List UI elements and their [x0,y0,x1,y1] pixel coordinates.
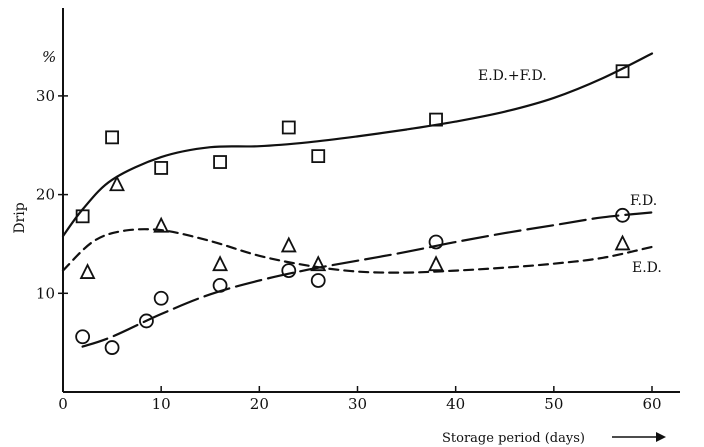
x-axis-arrow-head [656,432,666,442]
y-tick-label: 30 [36,87,55,105]
fit-curve-series-1 [81,211,654,348]
series-label-ed: E.D. [632,260,662,276]
circle-marker [310,273,326,288]
x-tick-label: 0 [58,395,68,413]
triangle-marker [212,255,229,272]
triangle-marker [109,175,125,192]
series-label-ed-fd: E.D.+F.D. [478,68,547,84]
x-tick-label: 10 [152,395,171,413]
circle-marker [212,278,228,293]
square-marker [213,155,227,169]
triangle-marker [310,255,327,272]
square-marker [281,120,296,135]
data-markers [75,64,631,355]
triangle-marker [280,236,297,253]
x-tick-label: 60 [642,395,661,413]
circle-marker [281,263,297,278]
triangle-marker [614,234,631,251]
square-marker [311,149,326,164]
x-axis-title: Storage period (days) [442,431,585,446]
fit-curve-series-2 [61,228,654,274]
triangle-marker [79,263,96,279]
square-marker [429,112,443,127]
square-marker [615,64,630,79]
x-tick-label: 40 [446,395,465,413]
y-tick-label: 10 [36,284,55,302]
triangle-marker [153,216,170,233]
square-marker [75,209,90,224]
x-tick-label: 30 [348,395,367,413]
series-label-fd: F.D. [630,193,657,209]
x-tick-label: 50 [544,395,563,413]
circle-marker [428,234,444,250]
circle-marker [615,207,630,223]
circle-marker [153,290,169,306]
square-marker [154,161,169,175]
y-unit-label: % [42,48,56,66]
fit-curve-series-0 [61,52,654,238]
circle-marker [75,329,91,345]
triangle-marker [428,255,444,272]
x-tick-label: 20 [250,395,269,413]
axis-ticks: 0 10 20 30 40 50 60 10 20 30 [36,87,662,413]
y-tick-label: 20 [36,186,55,204]
circle-marker [104,340,120,355]
square-marker [105,130,119,145]
y-axis-title: Drip [12,202,28,233]
circle-marker [139,313,154,329]
fit-curves [61,52,654,348]
